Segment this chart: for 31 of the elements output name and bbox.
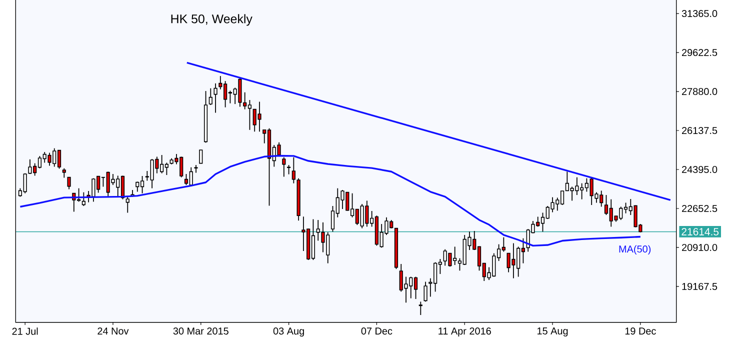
candlestick bbox=[82, 192, 86, 206]
x-tick-label: 30 Mar 2015 bbox=[173, 328, 228, 335]
x-tick-label: 15 Aug bbox=[537, 328, 568, 336]
x-tick-label: 03 Aug bbox=[273, 328, 304, 337]
candlestick bbox=[208, 88, 212, 106]
candlestick bbox=[282, 156, 286, 178]
y-tick-label: 26137.5 bbox=[682, 126, 718, 134]
x-tick-label: 21 Jul bbox=[12, 328, 38, 335]
y-tick-label: 24395.0 bbox=[682, 166, 718, 174]
candlestick bbox=[287, 164, 291, 175]
candlestick bbox=[62, 168, 66, 178]
x-tick-label: 07 Dec bbox=[361, 328, 392, 335]
candlestick bbox=[67, 176, 71, 190]
candlestick bbox=[199, 149, 203, 164]
ref-line-label: 21614.5 bbox=[682, 228, 719, 236]
y-tick-label: 19167.5 bbox=[682, 282, 718, 290]
y-tick-label: 27880.0 bbox=[682, 88, 718, 96]
candlestick bbox=[418, 301, 422, 316]
x-tick-label: 19 Dec bbox=[625, 328, 656, 335]
x-tick-label: 24 Nov bbox=[98, 328, 129, 335]
y-tick-label: 20910.0 bbox=[682, 244, 718, 252]
series-label: MA(50) bbox=[619, 245, 651, 255]
candlestick bbox=[424, 281, 428, 302]
candlestick bbox=[126, 196, 130, 214]
candlestick bbox=[214, 82, 218, 114]
y-tick-label: 22652.5 bbox=[682, 204, 718, 212]
y-tick-label: 29622.5 bbox=[682, 49, 718, 56]
candlestick bbox=[292, 156, 296, 184]
y-tick-label: 31365.0 bbox=[682, 10, 718, 18]
text: HK 50, Weekly bbox=[171, 14, 252, 26]
x-tick-label: 11 Apr 2016 bbox=[438, 328, 491, 337]
